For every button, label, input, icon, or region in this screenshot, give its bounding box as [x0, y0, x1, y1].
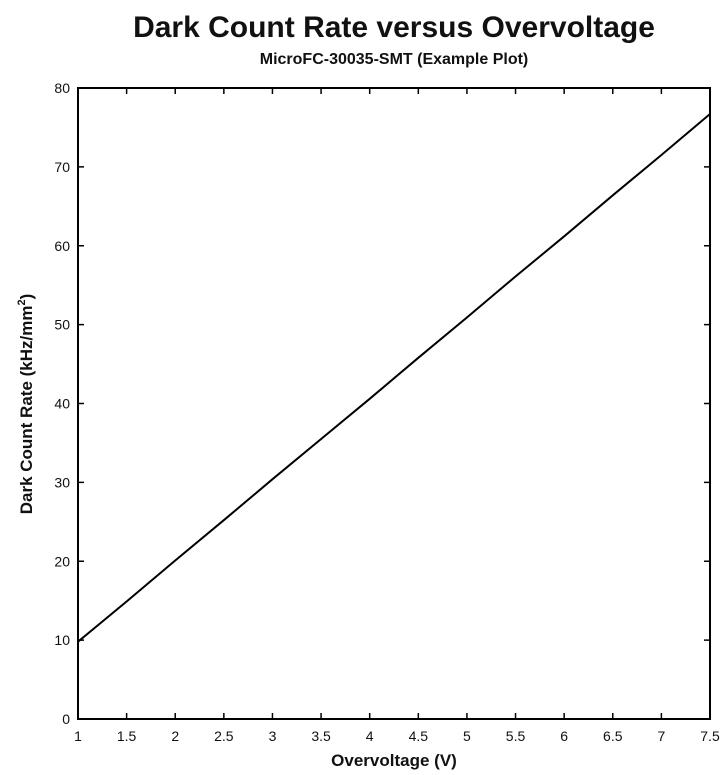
- x-tick-label: 3: [269, 728, 277, 744]
- x-tick-label: 1.5: [117, 728, 137, 744]
- y-axis-label: Dark Count Rate (kHz/mm2): [16, 294, 36, 515]
- y-tick-label: 10: [54, 632, 70, 648]
- y-tick-label: 40: [54, 396, 70, 412]
- chart-title: Dark Count Rate versus Overvoltage: [133, 11, 655, 44]
- y-tick-label: 70: [54, 159, 70, 175]
- x-axis-label: Overvoltage (V): [331, 751, 457, 770]
- x-tick-label: 2.5: [214, 728, 234, 744]
- x-tick-label: 1: [74, 728, 82, 744]
- y-tick-labels: 0 10 20 30 40 50 60 70 80: [54, 80, 70, 727]
- x-tick-label: 2: [171, 728, 179, 744]
- y-axis-label-superscript: 2: [16, 299, 28, 305]
- x-tick-label: 3.5: [311, 728, 331, 744]
- x-tick-label: 6.5: [603, 728, 623, 744]
- y-axis-label-text: Dark Count Rate (kHz/mm: [17, 306, 36, 515]
- y-tick-label: 20: [54, 553, 70, 569]
- plot-frame: [77, 87, 711, 720]
- y-tick-label: 60: [54, 238, 70, 254]
- x-tick-label: 7.5: [700, 728, 720, 744]
- x-tick-marks: [77, 88, 711, 719]
- y-tick-label: 50: [54, 317, 70, 333]
- chart-subtitle: MicroFC-30035-SMT (Example Plot): [260, 51, 529, 68]
- y-tick-label: 0: [62, 711, 70, 727]
- y-tick-label: 80: [54, 80, 70, 96]
- x-tick-label: 6: [560, 728, 568, 744]
- y-tick-label: 30: [54, 474, 70, 490]
- x-tick-label: 5: [463, 728, 471, 744]
- y-axis-label-suffix: ): [17, 294, 36, 300]
- x-tick-labels: 1 1.5 2 2.5 3 3.5 4 4.5 5 5.5 6 6.5 7 7.5: [74, 728, 720, 744]
- x-tick-label: 4: [366, 728, 374, 744]
- x-tick-label: 4.5: [409, 728, 429, 744]
- x-tick-label: 7: [657, 728, 665, 744]
- series-line: [77, 113, 711, 643]
- y-tick-marks: [78, 87, 710, 720]
- x-tick-label: 5.5: [506, 728, 526, 744]
